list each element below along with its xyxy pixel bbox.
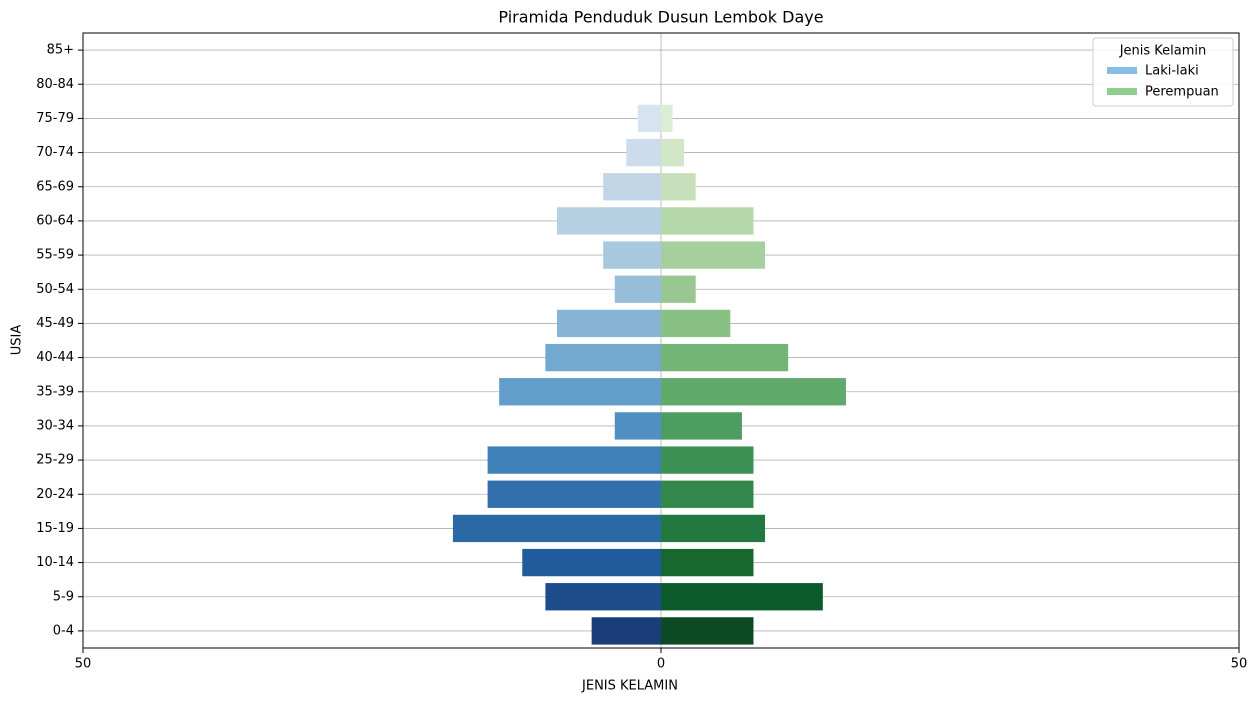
legend-swatch <box>1107 88 1137 95</box>
bar <box>661 241 766 269</box>
bar <box>637 104 661 133</box>
bar <box>661 514 766 543</box>
bar <box>556 309 661 338</box>
y-tick-label: 55-59 <box>36 248 74 263</box>
bar <box>661 173 696 201</box>
bar <box>661 378 846 406</box>
y-tick-label: 0-4 <box>53 623 74 638</box>
bar <box>614 412 661 440</box>
x-tick-label: 0 <box>657 657 665 672</box>
bar <box>556 207 661 235</box>
bar <box>661 104 673 133</box>
bar <box>661 480 754 508</box>
bar <box>661 207 754 235</box>
bar <box>545 343 661 372</box>
plot-frame <box>82 32 1240 649</box>
bar <box>487 446 661 474</box>
y-tick-label: 80-84 <box>36 77 74 92</box>
bar <box>522 548 661 577</box>
bar <box>661 412 742 440</box>
bar <box>603 173 661 201</box>
y-tick-label: 35-39 <box>36 384 74 399</box>
y-tick-label: 85+ <box>47 43 74 58</box>
y-tick-label: 40-44 <box>36 350 74 365</box>
y-tick-label: 60-64 <box>36 213 74 228</box>
legend-label: Laki-laki <box>1145 64 1199 79</box>
bar <box>661 309 731 338</box>
bar <box>499 378 661 406</box>
x-axis-label: JENIS KELAMIN <box>581 679 678 694</box>
y-tick-label: 5-9 <box>53 589 74 604</box>
y-tick-label: 10-14 <box>36 555 74 570</box>
y-tick-label: 20-24 <box>36 487 74 502</box>
y-tick-label: 50-54 <box>36 282 74 297</box>
y-tick-label: 15-19 <box>36 521 74 536</box>
bar <box>661 275 696 303</box>
chart-title: Piramida Penduduk Dusun Lembok Daye <box>498 8 823 27</box>
x-tick-label: 50 <box>75 657 92 672</box>
bar <box>614 275 661 303</box>
bar <box>487 480 661 508</box>
bar <box>545 583 661 611</box>
y-tick-label: 30-34 <box>36 418 74 433</box>
bar <box>626 138 661 167</box>
y-tick-label: 45-49 <box>36 316 74 331</box>
bar <box>661 138 685 167</box>
legend-label: Perempuan <box>1145 85 1219 100</box>
y-tick-label: 65-69 <box>36 179 74 194</box>
y-tick-label: 25-29 <box>36 453 74 468</box>
legend-swatch <box>1107 67 1137 74</box>
y-axis-label: USIA <box>10 325 25 356</box>
bar <box>452 514 661 543</box>
bar <box>591 617 661 645</box>
bar <box>603 241 661 269</box>
x-tick-label: 50 <box>1231 657 1248 672</box>
y-tick-label: 70-74 <box>36 145 74 160</box>
bar <box>661 446 754 474</box>
bar <box>661 548 754 577</box>
legend-title: Jenis Kelamin <box>1119 44 1207 59</box>
y-tick-label: 75-79 <box>36 111 74 126</box>
bar <box>661 583 823 611</box>
bar <box>661 617 754 645</box>
bar <box>661 343 789 372</box>
